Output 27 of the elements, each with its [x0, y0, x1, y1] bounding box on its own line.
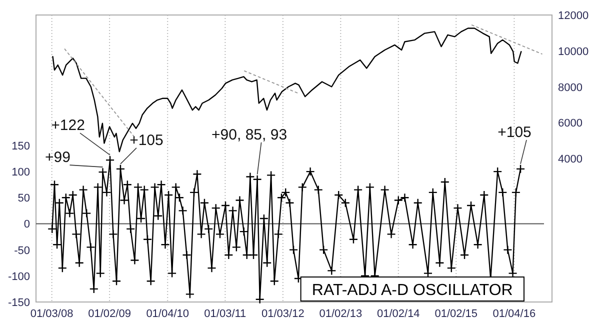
y2-tick-label: 10000	[558, 46, 589, 58]
x-tick-label: 01/03/12	[262, 308, 304, 320]
y2-tick-label: 12000	[558, 10, 589, 22]
annotation: +105	[130, 132, 164, 149]
y-tick-label: -150	[8, 297, 30, 309]
y-tick-label: -100	[8, 270, 30, 283]
y-tick-label: 100	[12, 166, 30, 179]
annotation: +99	[45, 149, 70, 166]
annotation: +105	[498, 124, 532, 141]
x-tick-label: 01/02/13	[319, 308, 362, 320]
y-tick-label: 50	[18, 192, 30, 205]
y-tick-label: -50	[14, 244, 30, 257]
series-label: RAT-ADJ A-D OSCILLATOR	[312, 282, 513, 299]
x-tick-label: 01/02/09	[88, 308, 131, 320]
y2-tick-label: 6000	[558, 118, 582, 130]
annotation: +90, 85, 93	[212, 126, 288, 144]
x-tick-label: 01/03/11	[204, 308, 246, 320]
y2-tick-label: 4000	[558, 154, 582, 166]
x-tick-label: 01/03/08	[30, 308, 74, 320]
y-tick-label: 150	[12, 140, 30, 152]
x-tick-label: 01/04/16	[492, 308, 536, 320]
x-tick-label: 01/02/15	[434, 308, 478, 320]
annotation: +122	[51, 117, 85, 134]
x-tick-label: 01/04/10	[146, 308, 190, 320]
y2-tick-label: 8000	[558, 82, 582, 94]
y-tick-label: 0	[24, 218, 30, 231]
x-tick-label: 01/02/14	[376, 308, 420, 320]
